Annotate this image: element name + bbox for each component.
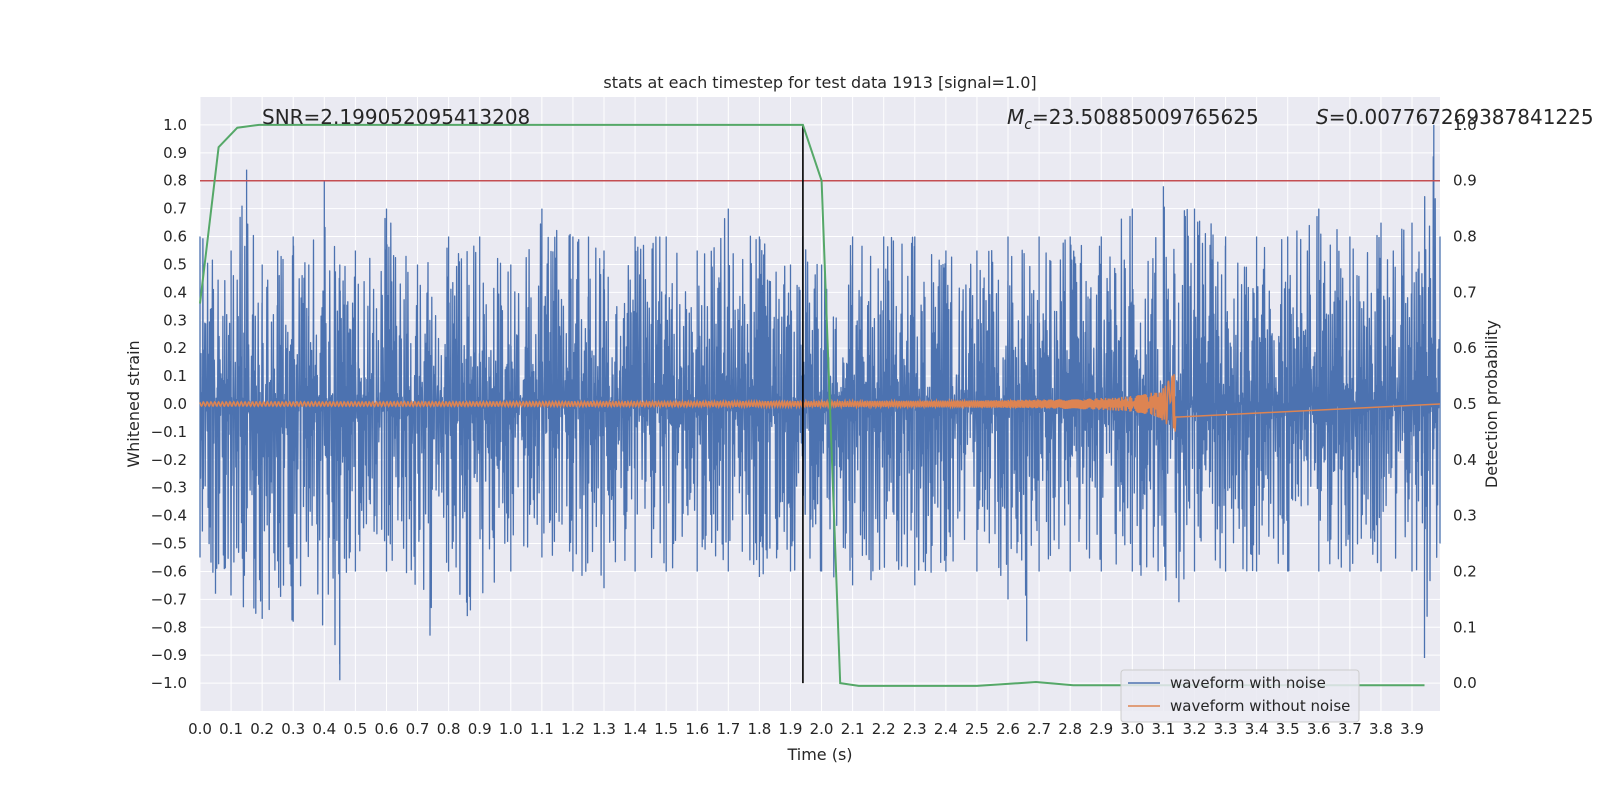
y-right-tick-label: 0.6: [1453, 339, 1477, 357]
detection-probability-line: [199, 123, 1425, 687]
x-tick-label: 3.2: [1183, 720, 1207, 738]
y-tick-label: 0.5: [163, 255, 187, 273]
y-tick-label: −0.7: [151, 590, 187, 608]
x-tick-label: 2.1: [841, 720, 865, 738]
x-tick-label: 2.5: [965, 720, 989, 738]
y-right-tick-label: 0.2: [1453, 562, 1477, 580]
x-tick-label: 0.8: [437, 720, 461, 738]
x-tick-label: 1.3: [592, 720, 616, 738]
y-tick-label: −0.1: [151, 423, 187, 441]
x-tick-label: 2.6: [996, 720, 1020, 738]
legend: waveform with noise waveform without noi…: [1120, 669, 1360, 723]
y-tick-label: −0.3: [151, 479, 187, 497]
x-tick-label: 3.4: [1245, 720, 1269, 738]
y-tick-label: 0.9: [163, 144, 187, 162]
y-right-tick-label: 0.4: [1453, 451, 1477, 469]
y-axis-label: Whitened strain: [124, 340, 143, 467]
y-tick-label: 0.3: [163, 311, 187, 329]
spin-symbol: S: [1316, 105, 1329, 129]
x-tick-label: 1.1: [530, 720, 554, 738]
x-tick-label: 1.8: [747, 720, 771, 738]
ticks: 0.0 0.1 0.2 0.3 0.4 0.5 0.6 0.7 0.8 0.9 1.0 1.1 1.2 1…: [151, 116, 1477, 738]
x-tick-label: 0.1: [219, 720, 243, 738]
x-tick-label: 0.9: [468, 720, 492, 738]
x-tick-label: 3.6: [1307, 720, 1331, 738]
legend-label-noise: waveform with noise: [1170, 674, 1326, 692]
chart-title: stats at each timestep for test data 191…: [603, 73, 1036, 92]
y-right-tick-label: 1.0: [1453, 116, 1477, 134]
y-right-tick-label: 0.3: [1453, 507, 1477, 525]
x-tick-label: 2.7: [1027, 720, 1051, 738]
x-tick-label: 0.6: [375, 720, 399, 738]
y-tick-label: 0.0: [163, 395, 187, 413]
y-tick-label: −0.2: [151, 451, 187, 469]
x-tick-label: 1.2: [561, 720, 585, 738]
y-tick-label: −1.0: [151, 674, 187, 692]
x-tick-label: 3.5: [1276, 720, 1300, 738]
x-tick-label: 2.2: [872, 720, 896, 738]
y-right-tick-label: 0.1: [1453, 618, 1477, 636]
x-tick-label: 0.5: [343, 720, 367, 738]
legend-box: [1120, 669, 1360, 723]
x-tick-label: 2.8: [1058, 720, 1082, 738]
y-right-tick-label: 0.8: [1453, 228, 1477, 246]
y-tick-label: −0.4: [151, 507, 187, 525]
y-tick-label: 0.7: [163, 200, 187, 218]
y-tick-label: 0.1: [163, 367, 187, 385]
y-tick-label: −0.5: [151, 535, 187, 553]
chirp-mass-annotation: Mc=23.50885009765625: [1007, 105, 1259, 133]
series-waveform-without-noise: [199, 374, 1441, 432]
legend-label-clean: waveform without noise: [1170, 697, 1350, 715]
x-tick-label: 2.0: [810, 720, 834, 738]
x-tick-label: 3.3: [1214, 720, 1238, 738]
x-tick-label: 1.9: [779, 720, 803, 738]
x-tick-label: 3.0: [1120, 720, 1144, 738]
chirp-mass-subscript: c: [1024, 117, 1032, 133]
snr-annotation: SNR=2.199052095413208: [262, 105, 530, 129]
x-tick-label: 0.3: [281, 720, 305, 738]
x-tick-label: 1.7: [716, 720, 740, 738]
x-tick-label: 3.7: [1338, 720, 1362, 738]
y-tick-label: 1.0: [163, 116, 187, 134]
chirp-mass-symbol: M: [1007, 105, 1024, 129]
x-tick-label: 1.5: [654, 720, 678, 738]
y-axis-label-right: Detection probability: [1482, 320, 1501, 488]
y-tick-label: −0.6: [151, 562, 187, 580]
y-tick-label: 0.8: [163, 172, 187, 190]
x-tick-label: 1.0: [499, 720, 523, 738]
spin-annotation: S=0.007767269387841225: [1316, 105, 1594, 129]
x-tick-label: 3.1: [1151, 720, 1175, 738]
chirp-mass-value: =23.50885009765625: [1032, 105, 1259, 129]
y-tick-label: −0.8: [151, 618, 187, 636]
x-tick-label: 3.8: [1369, 720, 1393, 738]
x-tick-label: 2.9: [1089, 720, 1113, 738]
y-right-tick-label: 0.7: [1453, 283, 1477, 301]
x-tick-label: 0.2: [250, 720, 274, 738]
spin-value: =0.007767269387841225: [1329, 105, 1594, 129]
x-tick-label: 2.4: [934, 720, 958, 738]
y-tick-label: 0.2: [163, 339, 187, 357]
x-tick-label: 3.9: [1400, 720, 1424, 738]
x-tick-label: 0.4: [312, 720, 336, 738]
x-tick-label: 1.4: [623, 720, 647, 738]
y-tick-label: 0.6: [163, 228, 187, 246]
x-axis-label: Time (s): [786, 745, 852, 764]
y-right-tick-label: 0.9: [1453, 172, 1477, 190]
x-tick-label: 0.7: [406, 720, 430, 738]
overlays: [199, 123, 1440, 687]
chirp-trace: [199, 374, 1441, 432]
y-right-tick-label: 0.0: [1453, 674, 1477, 692]
x-tick-label: 0.0: [188, 720, 212, 738]
series-waveform-with-noise: [199, 124, 1441, 681]
y-right-tick-label: 0.5: [1453, 395, 1477, 413]
y-tick-label: 0.4: [163, 283, 187, 301]
y-tick-label: −0.9: [151, 646, 187, 664]
x-tick-label: 2.3: [903, 720, 927, 738]
noise-trace: [199, 124, 1441, 681]
x-tick-label: 1.6: [685, 720, 709, 738]
